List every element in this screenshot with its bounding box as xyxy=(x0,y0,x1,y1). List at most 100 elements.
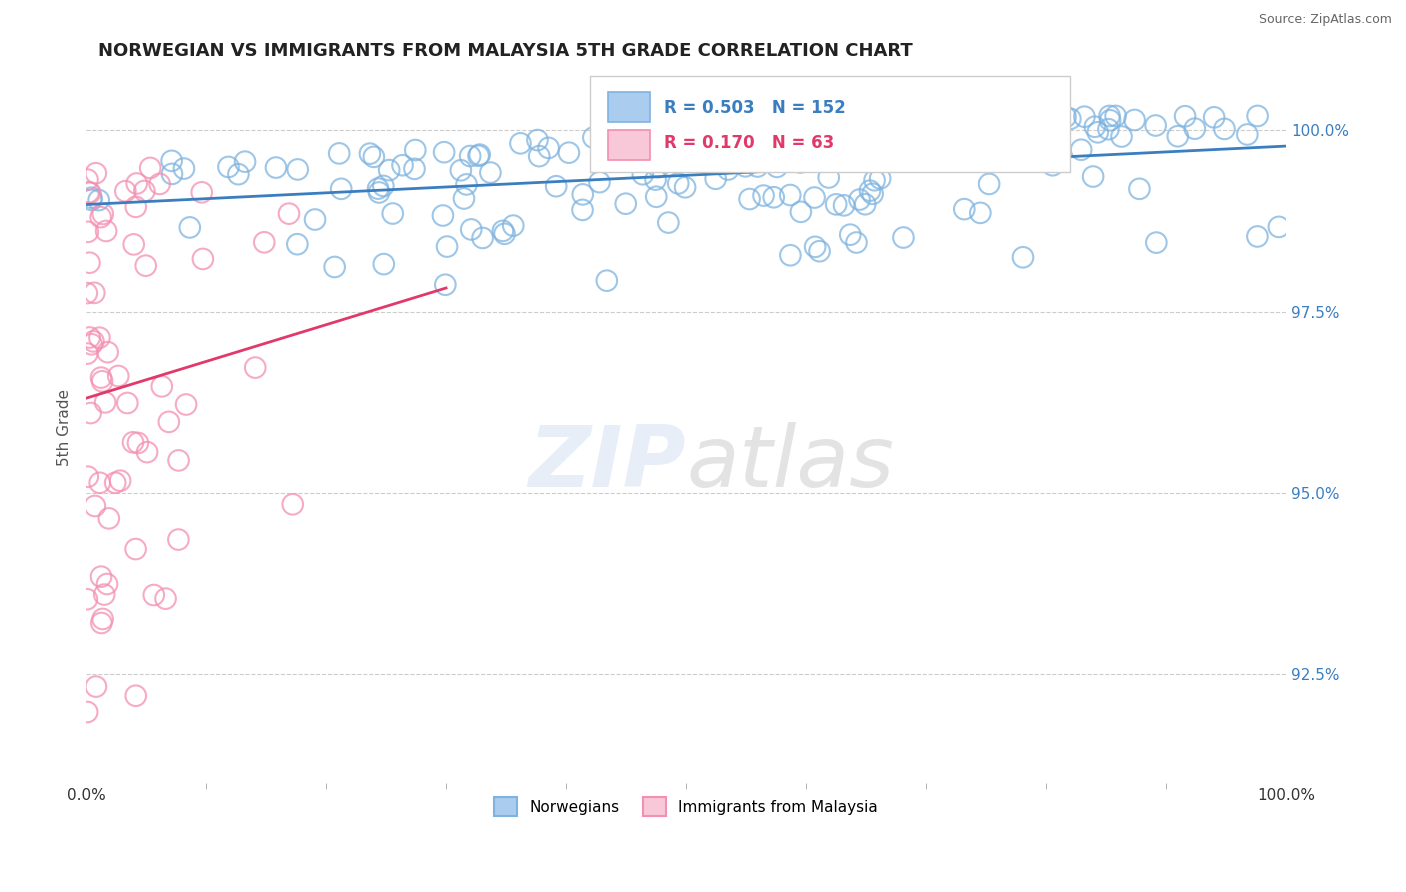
Point xyxy=(863,173,886,187)
Point xyxy=(614,196,637,211)
Point xyxy=(80,191,103,205)
Point xyxy=(77,185,100,199)
Point xyxy=(373,178,395,193)
Point xyxy=(1098,109,1121,123)
Point xyxy=(404,161,426,176)
Point xyxy=(433,145,456,160)
FancyBboxPatch shape xyxy=(591,76,1070,172)
Point xyxy=(619,144,641,158)
Point xyxy=(969,206,991,220)
Point xyxy=(468,147,491,161)
Point xyxy=(233,154,256,169)
Point xyxy=(1111,129,1133,144)
Point xyxy=(1213,121,1236,136)
Point xyxy=(122,435,145,450)
FancyBboxPatch shape xyxy=(607,93,650,122)
Text: Source: ZipAtlas.com: Source: ZipAtlas.com xyxy=(1258,13,1392,27)
Point xyxy=(149,177,172,191)
Legend: Norwegians, Immigrants from Malaysia: Norwegians, Immigrants from Malaysia xyxy=(485,789,887,825)
Point xyxy=(404,143,426,157)
Point xyxy=(97,345,120,359)
Point xyxy=(853,197,876,211)
Point xyxy=(832,198,855,212)
Point xyxy=(157,415,180,429)
Point xyxy=(766,160,789,174)
Point xyxy=(79,406,101,420)
Point xyxy=(368,186,391,200)
Point xyxy=(666,177,689,191)
Point xyxy=(80,337,103,351)
Point xyxy=(751,149,773,163)
Point xyxy=(762,190,785,204)
Point xyxy=(125,200,148,214)
Point xyxy=(1040,120,1063,134)
Point xyxy=(631,167,654,181)
Point xyxy=(135,259,157,273)
Point xyxy=(717,162,740,177)
Point xyxy=(83,285,105,300)
Point xyxy=(467,149,489,163)
Point xyxy=(79,256,101,270)
Point xyxy=(738,192,761,206)
Point xyxy=(142,588,165,602)
Point xyxy=(848,193,870,207)
Point xyxy=(127,436,149,450)
Point xyxy=(76,469,98,483)
Point xyxy=(80,193,103,207)
Point xyxy=(173,161,195,176)
Point xyxy=(82,334,104,349)
Point xyxy=(471,231,494,245)
Point xyxy=(91,374,114,388)
Point xyxy=(714,128,737,143)
Point xyxy=(779,188,801,202)
Point xyxy=(456,178,478,192)
Point xyxy=(84,166,107,180)
Point xyxy=(160,153,183,168)
Point xyxy=(908,120,931,134)
Point xyxy=(76,172,98,186)
Point xyxy=(509,136,531,151)
Point xyxy=(217,160,239,174)
Point xyxy=(359,146,381,161)
Point xyxy=(953,202,976,216)
Point xyxy=(1144,235,1167,250)
Point xyxy=(494,227,516,241)
Point xyxy=(952,120,974,135)
Point xyxy=(845,235,868,250)
Point xyxy=(995,114,1018,128)
Point xyxy=(962,134,984,148)
Point xyxy=(134,184,156,198)
Point xyxy=(742,142,765,156)
Point xyxy=(1042,130,1064,145)
Point xyxy=(125,689,148,703)
Point xyxy=(94,224,117,238)
Point xyxy=(744,131,766,145)
Point xyxy=(391,158,413,172)
Text: ZIP: ZIP xyxy=(529,422,686,505)
Point xyxy=(122,237,145,252)
Point xyxy=(460,222,482,236)
Text: NORWEGIAN VS IMMIGRANTS FROM MALAYSIA 5TH GRADE CORRELATION CHART: NORWEGIAN VS IMMIGRANTS FROM MALAYSIA 5T… xyxy=(98,42,912,60)
Point xyxy=(893,230,915,244)
Point xyxy=(245,360,267,375)
Point xyxy=(304,212,326,227)
Point xyxy=(453,192,475,206)
Point xyxy=(90,210,112,224)
Point xyxy=(323,260,346,274)
Point xyxy=(571,187,593,202)
Point xyxy=(657,130,679,145)
Point xyxy=(862,186,884,201)
Point xyxy=(529,149,551,163)
Point xyxy=(1236,128,1258,142)
Text: R = 0.170   N = 63: R = 0.170 N = 63 xyxy=(665,135,835,153)
Point xyxy=(869,171,891,186)
Point xyxy=(167,533,190,547)
Point xyxy=(1268,219,1291,234)
Point xyxy=(328,146,350,161)
Point xyxy=(977,177,1000,191)
Point xyxy=(1184,121,1206,136)
Point xyxy=(492,224,515,238)
Point xyxy=(756,124,779,138)
Point xyxy=(107,369,129,384)
Point xyxy=(873,131,896,145)
